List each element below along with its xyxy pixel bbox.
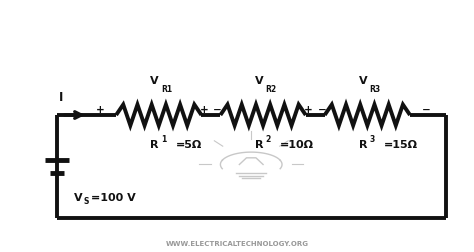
Text: R3: R3	[370, 85, 381, 94]
Text: =15Ω: =15Ω	[384, 140, 418, 150]
Text: 1: 1	[161, 135, 166, 144]
Text: +: +	[304, 105, 313, 115]
Text: V: V	[359, 76, 367, 86]
Text: R2: R2	[265, 85, 276, 94]
Text: WWW.ELECTRICALTECHNOLOGY.ORG: WWW.ELECTRICALTECHNOLOGY.ORG	[165, 241, 309, 247]
Text: Voltage Divider Rule (VDR) - Solved Examples: Voltage Divider Rule (VDR) - Solved Exam…	[0, 21, 474, 40]
Text: V: V	[150, 76, 159, 86]
Text: 2: 2	[265, 135, 271, 144]
Text: −: −	[213, 105, 222, 115]
Text: −: −	[318, 105, 326, 115]
Text: −: −	[422, 105, 430, 115]
Text: R1: R1	[161, 85, 172, 94]
Text: V: V	[255, 76, 263, 86]
Text: R: R	[150, 140, 159, 150]
Text: +: +	[200, 105, 209, 115]
Text: R: R	[255, 140, 263, 150]
Text: =10Ω: =10Ω	[280, 140, 314, 150]
Text: +: +	[96, 105, 104, 115]
Text: R: R	[359, 140, 367, 150]
Text: =100 V: =100 V	[91, 193, 136, 203]
Text: I: I	[59, 91, 64, 104]
Text: =5Ω: =5Ω	[175, 140, 201, 150]
Text: V: V	[73, 193, 82, 203]
Text: S: S	[84, 197, 89, 206]
Text: 3: 3	[370, 135, 375, 144]
